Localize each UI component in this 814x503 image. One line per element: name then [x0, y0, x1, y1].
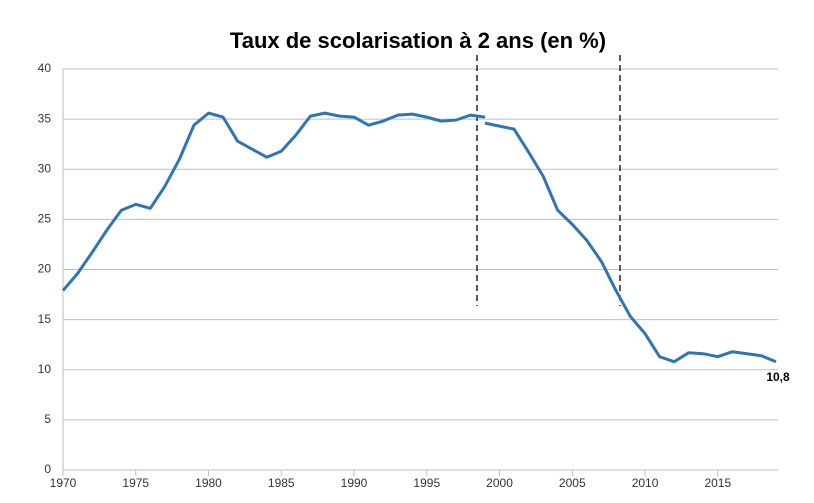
y-tick-label: 15 — [38, 312, 52, 326]
x-tick-label: 2005 — [559, 476, 586, 490]
y-tick-label: 25 — [38, 212, 52, 226]
x-tick-label: 2010 — [632, 476, 659, 490]
x-tick-label: 1990 — [341, 476, 368, 490]
y-tick-label: 5 — [44, 412, 51, 426]
x-tick-label: 1970 — [50, 476, 77, 490]
x-tick-label: 1975 — [122, 476, 149, 490]
y-tick-label: 30 — [38, 161, 52, 175]
y-tick-label: 20 — [38, 262, 52, 276]
x-tick-label: 2000 — [486, 476, 513, 490]
y-tick-label: 35 — [38, 111, 52, 125]
line-series — [61, 111, 486, 292]
chart-title: Taux de scolarisation à 2 ans (en %) — [230, 28, 606, 53]
y-tick-label: 40 — [38, 61, 52, 75]
x-tick-label: 1980 — [195, 476, 222, 490]
x-tick-label: 1985 — [268, 476, 295, 490]
data-label: 10,8 — [766, 370, 790, 384]
y-tick-label: 10 — [38, 362, 52, 376]
y-tick-label: 0 — [44, 462, 51, 476]
line-series — [484, 121, 777, 364]
x-tick-label: 1995 — [413, 476, 440, 490]
x-tick-label: 2015 — [704, 476, 731, 490]
